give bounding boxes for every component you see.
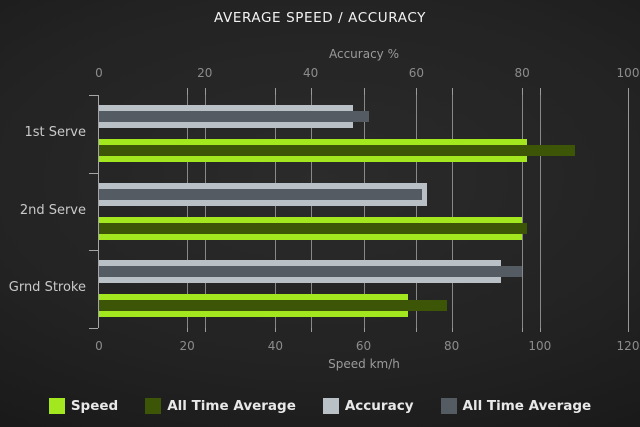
- top-axis-tick: [187, 88, 189, 95]
- bottom-axis-tick: [451, 328, 453, 332]
- category-boundary-tick: [89, 250, 98, 251]
- bottom-axis-tick: [204, 328, 206, 332]
- gridline: [204, 95, 206, 328]
- bottom-axis-label: Speed km/h: [328, 357, 400, 371]
- bottom-axis-tick: [187, 328, 189, 332]
- bottom-axis-tick: [539, 328, 541, 332]
- bottom-axis-tick: [628, 328, 629, 332]
- bottom-axis-tick: [275, 328, 277, 332]
- bar-all-time-average-1st-serve: [99, 145, 576, 156]
- gridline: [363, 95, 365, 328]
- top-axis-tick: [275, 88, 277, 95]
- bottom-axis-tick: [363, 328, 365, 332]
- bottom-axis-tick-label: 0: [95, 339, 103, 353]
- legend-swatch-speed: [48, 398, 65, 414]
- gridline: [416, 95, 418, 328]
- bar-all-time-average-1st-serve: [99, 111, 369, 122]
- legend-swatch-all-time-average: [440, 398, 457, 414]
- gridline: [539, 95, 541, 328]
- gridline: [451, 95, 453, 328]
- top-axis-tick: [416, 88, 418, 95]
- bottom-axis-tick-label: 40: [267, 339, 283, 353]
- bar-all-time-average-2nd-serve: [99, 223, 527, 234]
- gridline: [522, 95, 524, 328]
- top-axis-tick: [522, 88, 524, 95]
- top-axis-label: Accuracy %: [328, 47, 399, 61]
- legend-item-speed: Speed: [48, 398, 119, 414]
- legend-swatch-all-time-average: [145, 398, 162, 414]
- top-axis-tick-label: 40: [302, 66, 319, 80]
- category-boundary-tick: [89, 95, 98, 96]
- gridline: [628, 95, 629, 328]
- gridline: [275, 95, 277, 328]
- legend-label: All Time Average: [167, 398, 296, 414]
- bottom-axis-tick-label: 100: [528, 339, 552, 353]
- top-axis-tick-label: 0: [95, 66, 103, 80]
- bottom-axis-tick-label: 60: [355, 339, 372, 353]
- legend-item-all-time-average: All Time Average: [145, 398, 296, 414]
- legend: Speed All Time Average Accuracy All Time Av…: [0, 398, 640, 414]
- legend-swatch-accuracy: [322, 398, 339, 414]
- bar-all-time-average-grnd-stroke: [99, 266, 523, 277]
- legend-label: All Time Average: [462, 398, 592, 414]
- bar-all-time-average-2nd-serve: [99, 189, 422, 200]
- bottom-axis-tick: [522, 328, 524, 332]
- top-axis-tick: [310, 88, 312, 95]
- bottom-axis-tick: [416, 328, 418, 332]
- category-boundary-tick: [89, 328, 98, 329]
- top-axis-tick: [451, 88, 453, 95]
- bottom-axis-tick-label: 80: [444, 339, 460, 353]
- top-axis-tick: [363, 88, 365, 95]
- legend-label: Speed: [70, 398, 119, 414]
- chart-title: AVERAGE SPEED / ACCURACY: [214, 10, 426, 26]
- top-axis-tick-label: 20: [197, 66, 213, 80]
- top-axis-tick: [628, 88, 629, 95]
- gridline: [310, 95, 312, 328]
- bottom-axis-tick-label: 120: [616, 339, 640, 353]
- category-label: Grnd Stroke: [8, 280, 86, 295]
- legend-item-accuracy: Accuracy: [322, 398, 414, 414]
- category-label: 2nd Serve: [19, 203, 86, 218]
- top-axis-tick: [539, 88, 541, 95]
- bottom-axis-tick-label: 20: [179, 339, 195, 353]
- legend-item-all-time-average: All Time Average: [440, 398, 592, 414]
- bottom-axis-tick: [310, 328, 312, 332]
- top-axis-tick-label: 100: [616, 66, 640, 80]
- y-axis-spine: [98, 95, 99, 328]
- top-axis-tick-label: 80: [514, 66, 530, 80]
- category-label: 1st Serve: [24, 125, 86, 140]
- top-axis-tick: [204, 88, 206, 95]
- category-boundary-tick: [89, 173, 98, 174]
- gridline: [187, 95, 189, 328]
- top-axis-tick-label: 60: [408, 66, 425, 80]
- legend-label: Accuracy: [344, 398, 414, 414]
- bar-all-time-average-grnd-stroke: [99, 300, 448, 311]
